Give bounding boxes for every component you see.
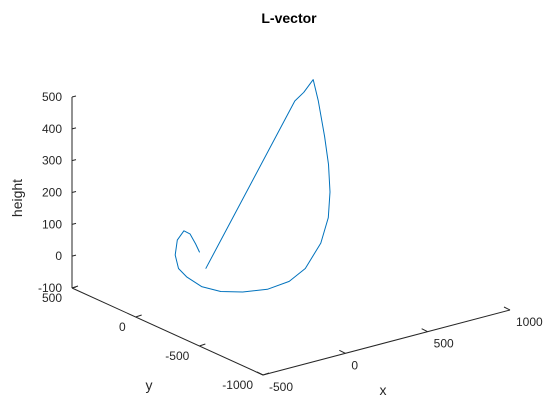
- y-tick-label: -500: [165, 349, 189, 363]
- chart-title: L-vector: [261, 10, 317, 26]
- x-tick-mark: [503, 306, 511, 311]
- x-tick-mark: [421, 328, 428, 333]
- z-tick-label: 300: [42, 154, 62, 168]
- x-tick-label: 0: [351, 358, 358, 372]
- x-tick-mark: [339, 349, 346, 354]
- y-tick-mark: [199, 343, 206, 347]
- z-tick-mark: [71, 95, 77, 98]
- z-tick-mark: [71, 159, 77, 162]
- y-tick-label: 0: [119, 320, 126, 334]
- series-group: [174, 79, 331, 293]
- z-tick-label: 200: [42, 186, 62, 200]
- y-tick-label: 500: [42, 291, 62, 305]
- z-tick-mark: [71, 191, 77, 193]
- y-axis-label: y: [146, 377, 153, 393]
- x-tick-label: 500: [434, 337, 454, 351]
- z-tick-label: -100: [38, 281, 62, 295]
- y-tick-mark: [135, 314, 142, 318]
- z-tick-label: 100: [42, 217, 62, 231]
- z-axis-label: height: [9, 179, 25, 217]
- y-tick-mark: [262, 372, 270, 376]
- z-tick-label: 0: [55, 249, 62, 263]
- x-tick-mark: [256, 371, 264, 376]
- series-line: [174, 79, 331, 293]
- z-tick-label: 500: [42, 90, 62, 104]
- z-tick-label: 400: [42, 122, 62, 136]
- x-tick-label: 1000: [516, 315, 543, 329]
- x-axis-line: [262, 309, 511, 376]
- z-tick-mark: [71, 254, 77, 257]
- z-tick-mark: [71, 127, 77, 130]
- y-tick-label: -1000: [222, 378, 253, 392]
- z-tick-mark: [71, 222, 77, 225]
- x-tick-label: -500: [269, 380, 293, 394]
- y-axis-line: [71, 287, 264, 376]
- axes-group: [71, 97, 511, 376]
- x-axis-label: x: [380, 382, 387, 398]
- y-tick-mark: [71, 285, 79, 289]
